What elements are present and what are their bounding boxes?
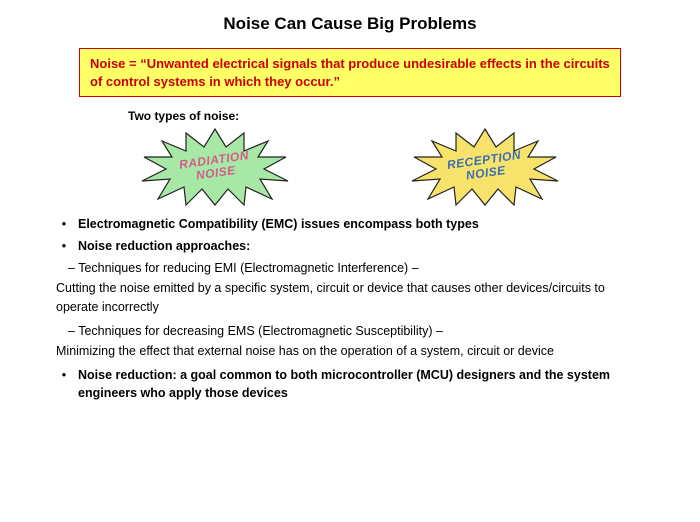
bullet-reduction: • Noise reduction: a goal common to both…	[50, 366, 650, 402]
sub-bullet-emi-head: – Techniques for reducing EMI (Electroma…	[68, 259, 650, 277]
definition-box: Noise = “Unwanted electrical signals tha…	[79, 48, 621, 97]
bullet-text: Noise reduction approaches:	[78, 237, 650, 255]
bullet-approaches: • Noise reduction approaches:	[50, 237, 650, 255]
bullet-text: Electromagnetic Compatibility (EMC) issu…	[78, 215, 650, 233]
bullet-text: Noise reduction: a goal common to both m…	[78, 366, 650, 402]
sub-bullet-ems-body: Minimizing the effect that external nois…	[56, 342, 650, 360]
content-area: • Electromagnetic Compatibility (EMC) is…	[50, 215, 650, 402]
bullet-dot-icon: •	[50, 215, 78, 233]
sub-bullet-ems-head: – Techniques for decreasing EMS (Electro…	[68, 322, 650, 340]
bullet-dot-icon: •	[50, 237, 78, 255]
sub-bullet-emi-body: Cutting the noise emitted by a specific …	[56, 279, 650, 315]
two-types-subhead: Two types of noise:	[128, 109, 700, 123]
burst-row: RADIATION NOISE RECEPTION NOISE	[0, 127, 700, 207]
reception-burst: RECEPTION NOISE	[410, 127, 560, 207]
page-title: Noise Can Cause Big Problems	[0, 14, 700, 34]
bullet-emc: • Electromagnetic Compatibility (EMC) is…	[50, 215, 650, 233]
bullet-dot-icon: •	[50, 366, 78, 402]
radiation-burst: RADIATION NOISE	[140, 127, 290, 207]
